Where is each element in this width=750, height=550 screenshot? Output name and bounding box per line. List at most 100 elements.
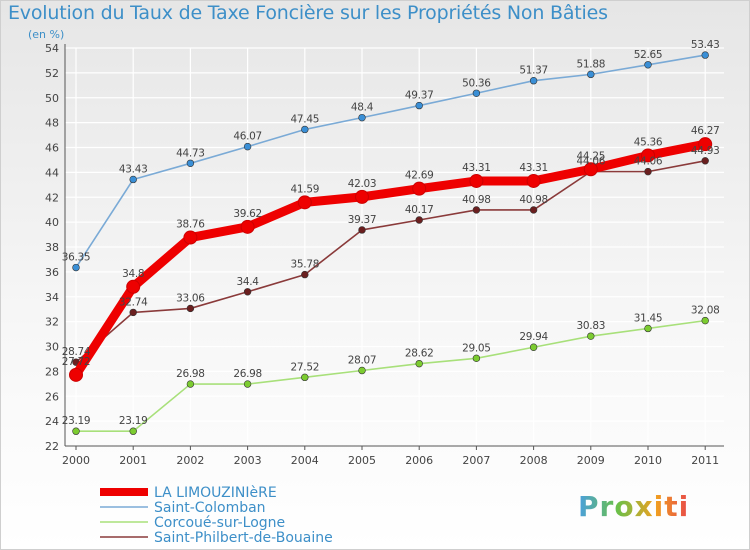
y-tick-label: 24 [45, 415, 59, 428]
data-point [583, 162, 598, 177]
data-point [69, 367, 83, 382]
x-tick-label: 2007 [462, 454, 490, 467]
data-label: 27.52 [291, 361, 320, 373]
data-label: 40.17 [405, 204, 434, 216]
data-point [72, 427, 80, 435]
series-line-0 [75, 54, 707, 269]
y-tick-label: 38 [45, 241, 59, 254]
data-point [587, 332, 595, 340]
x-tick-label: 2009 [577, 454, 605, 467]
data-label: 44.06 [634, 156, 663, 168]
data-label: 23.19 [119, 415, 148, 427]
data-label: 39.62 [233, 208, 262, 220]
legend-label: Saint-Philbert-de-Bouaine [154, 530, 333, 546]
data-label: 46.27 [691, 125, 720, 137]
data-point [415, 359, 423, 368]
data-label: 31.45 [634, 312, 663, 324]
x-tick-label: 2001 [119, 454, 147, 467]
y-tick-label: 44 [45, 166, 59, 179]
y-tick-label: 36 [45, 266, 59, 279]
data-label: 23.19 [62, 415, 91, 427]
legend-label: Corcoué-sur-Logne [154, 515, 285, 531]
y-tick-label: 22 [45, 440, 59, 453]
x-tick-label: 2003 [234, 454, 262, 467]
data-label: 29.94 [519, 331, 548, 343]
data-point [644, 61, 652, 69]
data-point [240, 219, 255, 234]
data-point [526, 173, 541, 188]
data-label: 38.76 [176, 219, 205, 231]
data-label: 30.83 [577, 320, 606, 332]
data-point [301, 125, 309, 134]
data-point [529, 206, 538, 214]
data-label: 32.08 [691, 305, 720, 317]
data-point [358, 366, 366, 375]
data-label: 49.37 [405, 90, 434, 102]
data-label: 43.31 [519, 162, 548, 174]
data-point [186, 159, 195, 167]
data-label: 40.98 [462, 194, 491, 206]
data-point [243, 142, 252, 151]
y-tick-label: 48 [45, 117, 59, 130]
data-point [529, 77, 538, 85]
y-tick-label: 50 [45, 92, 59, 105]
data-label: 27.72 [62, 356, 91, 368]
data-label: 53.43 [691, 39, 720, 51]
y-tick-label: 28 [45, 365, 59, 378]
data-label: 47.45 [291, 113, 320, 125]
data-point [701, 157, 709, 165]
data-point [469, 173, 484, 188]
data-point [358, 113, 366, 122]
data-label: 34.4 [237, 276, 260, 288]
data-label: 42.03 [348, 178, 377, 190]
proxiti-logo: Proxiti [578, 490, 690, 523]
y-tick-label: 32 [45, 316, 59, 329]
data-point [297, 195, 312, 210]
data-point [472, 89, 481, 97]
y-tick-label: 42 [45, 191, 59, 204]
data-label: 41.59 [291, 183, 320, 195]
data-label: 28.74 [62, 346, 91, 358]
data-point [183, 230, 198, 245]
x-tick-label: 2002 [176, 454, 204, 467]
x-tick-label: 2010 [634, 454, 662, 467]
data-point [644, 324, 652, 333]
data-point [129, 308, 137, 317]
data-label: 44.06 [577, 156, 606, 168]
data-label: 51.88 [577, 58, 606, 70]
data-label: 43.31 [462, 162, 491, 174]
y-unit-label: (en %) [28, 28, 65, 41]
data-label: 51.37 [519, 65, 548, 77]
data-label: 33.06 [176, 292, 205, 304]
data-point [129, 175, 137, 184]
data-label: 29.05 [462, 342, 491, 354]
data-label: 35.78 [291, 259, 320, 271]
x-tick-label: 2008 [520, 454, 548, 467]
series-lines [69, 51, 713, 435]
data-label: 43.43 [119, 163, 148, 175]
data-point [129, 427, 137, 435]
data-label: 28.07 [348, 355, 377, 367]
data-point [72, 263, 80, 272]
data-point [529, 343, 538, 351]
y-tick-label: 40 [45, 216, 59, 229]
data-label: 36.35 [62, 252, 91, 264]
data-label: 44.25 [577, 150, 606, 162]
data-point [243, 380, 252, 388]
data-point [301, 373, 309, 382]
data-labels: 36.35 43.43 44.73 46.07 47.45 48.4 49.37 50.36 5… [62, 39, 720, 427]
data-point [701, 316, 709, 325]
series-line-2 [75, 160, 707, 363]
legend-label: Saint-Colomban [154, 500, 266, 516]
data-label: 34.8 [122, 268, 144, 280]
x-tick-label: 2005 [348, 454, 376, 467]
data-label: 50.36 [462, 77, 491, 89]
series-line-3 [71, 139, 710, 380]
data-point [301, 270, 309, 279]
data-point [472, 206, 481, 214]
x-tick-label: 2006 [405, 454, 433, 467]
data-label: 39.37 [348, 214, 377, 226]
x-tick-label: 2004 [291, 454, 319, 467]
data-label: 28.62 [405, 348, 434, 360]
